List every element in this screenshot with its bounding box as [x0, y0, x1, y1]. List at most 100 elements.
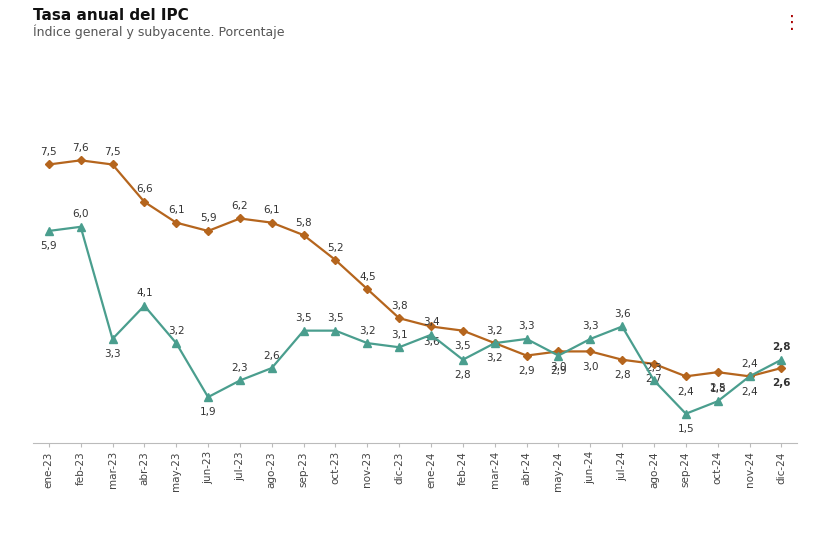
General [490, 340, 500, 346]
Text: 2,8: 2,8 [455, 370, 471, 380]
Subyacente [553, 348, 563, 355]
General [745, 373, 755, 380]
Text: 4,5: 4,5 [359, 272, 376, 282]
Text: 1,8: 1,8 [709, 384, 726, 394]
Text: 6,6: 6,6 [136, 184, 153, 194]
General [363, 340, 372, 346]
Subyacente [108, 161, 118, 168]
Text: 2,4: 2,4 [741, 387, 758, 397]
Subyacente [171, 219, 181, 226]
Line: Subyacente: Subyacente [46, 157, 784, 380]
Subyacente [203, 228, 213, 234]
General [585, 336, 595, 342]
Subyacente [617, 356, 627, 363]
Subyacente [76, 157, 85, 164]
Subyacente [745, 373, 755, 380]
General [108, 336, 118, 342]
Subyacente [44, 161, 53, 168]
Subyacente [522, 352, 532, 359]
Subyacente [681, 373, 690, 380]
Text: 7,5: 7,5 [104, 147, 121, 157]
Text: 3,2: 3,2 [487, 326, 503, 336]
General [140, 302, 150, 309]
General [522, 336, 532, 342]
Text: 2,9: 2,9 [550, 366, 566, 376]
Text: 4,1: 4,1 [136, 288, 153, 298]
Text: 3,0: 3,0 [550, 362, 566, 372]
General [44, 228, 53, 234]
Subyacente [458, 327, 468, 334]
General [681, 410, 690, 417]
Text: 2,6: 2,6 [772, 379, 791, 388]
Text: 3,2: 3,2 [168, 326, 184, 336]
Subyacente [235, 215, 245, 222]
Text: 3,6: 3,6 [423, 337, 439, 347]
Text: 5,9: 5,9 [200, 213, 216, 224]
Text: 3,8: 3,8 [391, 301, 408, 310]
Text: 3,3: 3,3 [104, 349, 121, 359]
General [458, 356, 468, 363]
Text: 3,1: 3,1 [391, 330, 408, 340]
General [76, 224, 85, 230]
Subyacente [330, 257, 340, 264]
Text: 3,0: 3,0 [582, 362, 598, 372]
Text: 5,9: 5,9 [40, 241, 57, 251]
Text: 6,1: 6,1 [168, 205, 184, 215]
General [553, 352, 563, 359]
Text: 2,3: 2,3 [232, 363, 248, 373]
Subyacente [267, 219, 277, 226]
Text: 2,4: 2,4 [677, 387, 694, 397]
Text: 7,5: 7,5 [40, 147, 57, 157]
General [713, 398, 723, 404]
Subyacente [363, 286, 372, 292]
Text: 2,5: 2,5 [709, 382, 726, 393]
Text: 5,2: 5,2 [327, 242, 344, 253]
General [235, 377, 245, 384]
Subyacente [140, 199, 150, 205]
Text: 2,9: 2,9 [519, 366, 535, 376]
General [267, 365, 277, 372]
Text: 2,8: 2,8 [614, 370, 630, 380]
General [617, 323, 627, 330]
Text: Tasa anual del IPC: Tasa anual del IPC [33, 8, 188, 23]
Text: 3,3: 3,3 [519, 321, 535, 332]
Text: 3,5: 3,5 [295, 313, 312, 323]
Text: 2,3: 2,3 [646, 363, 663, 373]
Text: 5,8: 5,8 [295, 218, 312, 228]
Text: 2,8: 2,8 [772, 342, 791, 352]
Text: 3,2: 3,2 [487, 354, 503, 363]
Subyacente [298, 232, 308, 238]
Line: General: General [45, 223, 785, 417]
Text: 3,6: 3,6 [614, 309, 630, 319]
General [203, 394, 213, 400]
Text: 3,4: 3,4 [423, 318, 439, 327]
Text: 2,4: 2,4 [741, 359, 758, 369]
Text: 3,2: 3,2 [359, 326, 376, 336]
Text: 2,7: 2,7 [646, 374, 663, 384]
Subyacente [395, 315, 404, 321]
Text: 6,1: 6,1 [264, 205, 280, 215]
General [395, 344, 404, 350]
Text: ⋮: ⋮ [783, 14, 801, 31]
Text: 1,9: 1,9 [200, 408, 216, 417]
Text: Índice general y subyacente. Porcentaje: Índice general y subyacente. Porcentaje [33, 24, 284, 39]
Subyacente [490, 340, 500, 346]
General [330, 327, 340, 334]
Text: 3,3: 3,3 [582, 321, 598, 332]
Subyacente [777, 365, 787, 372]
Text: 1,5: 1,5 [677, 424, 694, 434]
Text: 6,0: 6,0 [72, 210, 89, 219]
Subyacente [426, 323, 436, 330]
General [777, 356, 787, 363]
Subyacente [713, 369, 723, 375]
Text: 3,5: 3,5 [327, 313, 344, 323]
General [426, 332, 436, 338]
Subyacente [585, 348, 595, 355]
Text: 3,5: 3,5 [455, 341, 471, 351]
General [171, 340, 181, 346]
Text: 7,6: 7,6 [72, 143, 89, 153]
Text: 2,6: 2,6 [264, 350, 280, 361]
Subyacente [649, 361, 659, 367]
Text: 6,2: 6,2 [232, 201, 248, 211]
General [649, 377, 659, 384]
